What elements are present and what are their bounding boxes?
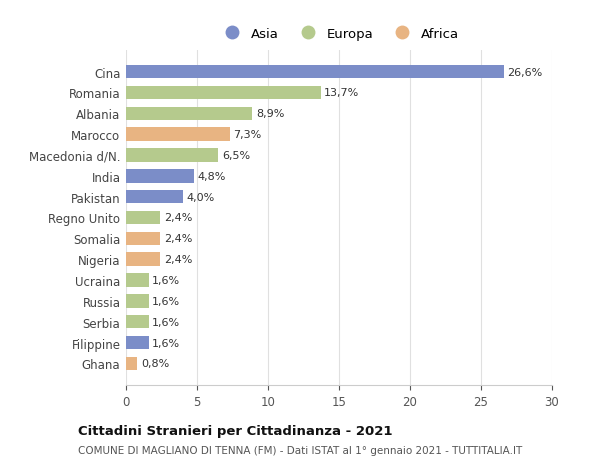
- Bar: [126, 86, 320, 100]
- Text: 8,9%: 8,9%: [256, 109, 284, 119]
- Bar: [126, 274, 149, 287]
- Bar: [126, 128, 230, 142]
- Text: 1,6%: 1,6%: [152, 296, 181, 306]
- Text: 7,3%: 7,3%: [233, 130, 262, 140]
- Text: 1,6%: 1,6%: [152, 275, 181, 285]
- Text: 1,6%: 1,6%: [152, 317, 181, 327]
- Legend: Asia, Europa, Africa: Asia, Europa, Africa: [215, 23, 463, 45]
- Bar: [126, 107, 253, 121]
- Text: Cittadini Stranieri per Cittadinanza - 2021: Cittadini Stranieri per Cittadinanza - 2…: [78, 425, 392, 437]
- Text: 13,7%: 13,7%: [324, 88, 359, 98]
- Text: 1,6%: 1,6%: [152, 338, 181, 348]
- Bar: [126, 253, 160, 266]
- Bar: [126, 315, 149, 329]
- Bar: [126, 190, 183, 204]
- Text: 4,8%: 4,8%: [198, 172, 226, 181]
- Text: 0,8%: 0,8%: [141, 358, 169, 369]
- Text: 2,4%: 2,4%: [164, 255, 192, 264]
- Text: 6,5%: 6,5%: [222, 151, 250, 161]
- Bar: [126, 357, 137, 370]
- Bar: [126, 170, 194, 183]
- Bar: [126, 66, 504, 79]
- Text: 4,0%: 4,0%: [187, 192, 215, 202]
- Bar: [126, 294, 149, 308]
- Bar: [126, 211, 160, 225]
- Bar: [126, 149, 218, 162]
- Text: 2,4%: 2,4%: [164, 213, 192, 223]
- Text: COMUNE DI MAGLIANO DI TENNA (FM) - Dati ISTAT al 1° gennaio 2021 - TUTTITALIA.IT: COMUNE DI MAGLIANO DI TENNA (FM) - Dati …: [78, 445, 522, 455]
- Bar: [126, 336, 149, 350]
- Bar: [126, 232, 160, 246]
- Text: 2,4%: 2,4%: [164, 234, 192, 244]
- Text: 26,6%: 26,6%: [507, 67, 542, 78]
